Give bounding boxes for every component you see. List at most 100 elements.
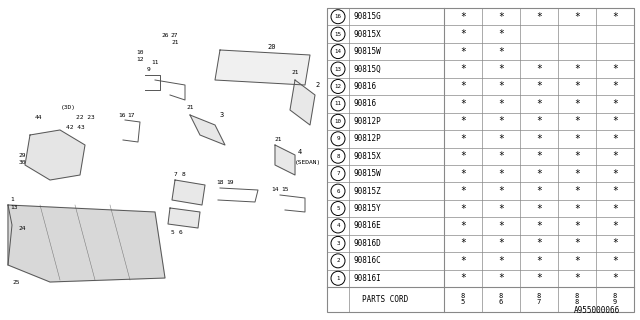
Text: 30: 30 [19, 159, 26, 164]
Text: *: * [498, 116, 504, 126]
Text: *: * [498, 186, 504, 196]
Text: *: * [574, 169, 580, 179]
Text: *: * [460, 29, 466, 39]
Text: *: * [498, 169, 504, 179]
Text: *: * [536, 64, 542, 74]
Text: *: * [536, 12, 542, 22]
Text: *: * [612, 134, 618, 144]
Polygon shape [172, 180, 205, 205]
Text: 90816E: 90816E [353, 221, 381, 230]
Text: 2: 2 [315, 82, 319, 88]
Text: *: * [574, 64, 580, 74]
Text: 8: 8 [181, 172, 185, 177]
Text: 8
8: 8 8 [575, 293, 579, 306]
Text: 12: 12 [335, 84, 342, 89]
Text: 90815W: 90815W [353, 47, 381, 56]
Text: *: * [536, 273, 542, 283]
Text: *: * [574, 99, 580, 109]
Text: *: * [498, 82, 504, 92]
Text: *: * [612, 12, 618, 22]
Text: *: * [612, 204, 618, 213]
Text: *: * [498, 238, 504, 248]
Text: *: * [574, 186, 580, 196]
Text: 21: 21 [172, 40, 179, 45]
Text: *: * [460, 256, 466, 266]
Text: 90816: 90816 [353, 82, 376, 91]
Text: 5: 5 [170, 230, 174, 235]
Text: 14: 14 [335, 49, 342, 54]
Text: *: * [498, 134, 504, 144]
Text: 90815Z: 90815Z [353, 187, 381, 196]
Text: *: * [574, 221, 580, 231]
Text: (SEDAN): (SEDAN) [295, 159, 321, 164]
Text: 9: 9 [146, 67, 150, 72]
Text: *: * [536, 134, 542, 144]
Text: *: * [498, 256, 504, 266]
Text: 26: 26 [161, 33, 169, 38]
Text: 13: 13 [335, 67, 342, 72]
Text: *: * [612, 238, 618, 248]
Text: 90816D: 90816D [353, 239, 381, 248]
Text: *: * [612, 256, 618, 266]
Text: *: * [460, 186, 466, 196]
Text: *: * [574, 256, 580, 266]
Text: *: * [460, 134, 466, 144]
Text: *: * [498, 47, 504, 57]
Polygon shape [190, 115, 225, 145]
Text: 9: 9 [336, 136, 340, 141]
Text: 6: 6 [336, 188, 340, 194]
Text: 10: 10 [136, 50, 144, 55]
Text: 12: 12 [136, 57, 144, 62]
Text: *: * [498, 29, 504, 39]
Text: *: * [536, 116, 542, 126]
Text: 10: 10 [335, 119, 342, 124]
Text: *: * [574, 82, 580, 92]
Text: *: * [498, 151, 504, 161]
Text: *: * [574, 273, 580, 283]
Text: 90815X: 90815X [353, 30, 381, 39]
Text: *: * [574, 238, 580, 248]
Text: *: * [536, 238, 542, 248]
Text: *: * [536, 186, 542, 196]
Text: *: * [574, 204, 580, 213]
Text: 90816C: 90816C [353, 256, 381, 265]
Text: *: * [612, 82, 618, 92]
Text: *: * [460, 99, 466, 109]
Text: PARTS CORD: PARTS CORD [362, 295, 408, 304]
Text: 8
7: 8 7 [537, 293, 541, 306]
Text: *: * [574, 151, 580, 161]
Text: 16: 16 [118, 113, 125, 118]
Text: 5: 5 [336, 206, 340, 211]
Text: 3: 3 [336, 241, 340, 246]
Text: 17: 17 [127, 113, 135, 118]
Text: 90816: 90816 [353, 100, 376, 108]
Text: *: * [460, 273, 466, 283]
Text: *: * [460, 238, 466, 248]
Text: 7: 7 [173, 172, 177, 177]
Text: *: * [612, 221, 618, 231]
Polygon shape [25, 130, 85, 180]
Text: 4: 4 [336, 223, 340, 228]
Text: 19: 19 [227, 180, 234, 185]
Text: 15: 15 [335, 32, 342, 37]
Text: (3D): (3D) [61, 105, 76, 110]
Polygon shape [168, 208, 200, 228]
Text: *: * [612, 99, 618, 109]
Text: *: * [460, 12, 466, 22]
Text: *: * [498, 12, 504, 22]
Text: *: * [498, 99, 504, 109]
Text: *: * [498, 221, 504, 231]
Polygon shape [8, 205, 165, 282]
Polygon shape [290, 80, 315, 125]
Text: 42 43: 42 43 [66, 125, 84, 130]
Text: 21: 21 [275, 137, 282, 142]
Text: *: * [536, 99, 542, 109]
Text: 22 23: 22 23 [76, 115, 94, 120]
Text: *: * [536, 256, 542, 266]
Text: 90815W: 90815W [353, 169, 381, 178]
Text: *: * [460, 64, 466, 74]
Text: 4: 4 [298, 149, 302, 155]
Text: 16: 16 [335, 14, 342, 19]
Text: *: * [536, 204, 542, 213]
Text: 90815Y: 90815Y [353, 204, 381, 213]
